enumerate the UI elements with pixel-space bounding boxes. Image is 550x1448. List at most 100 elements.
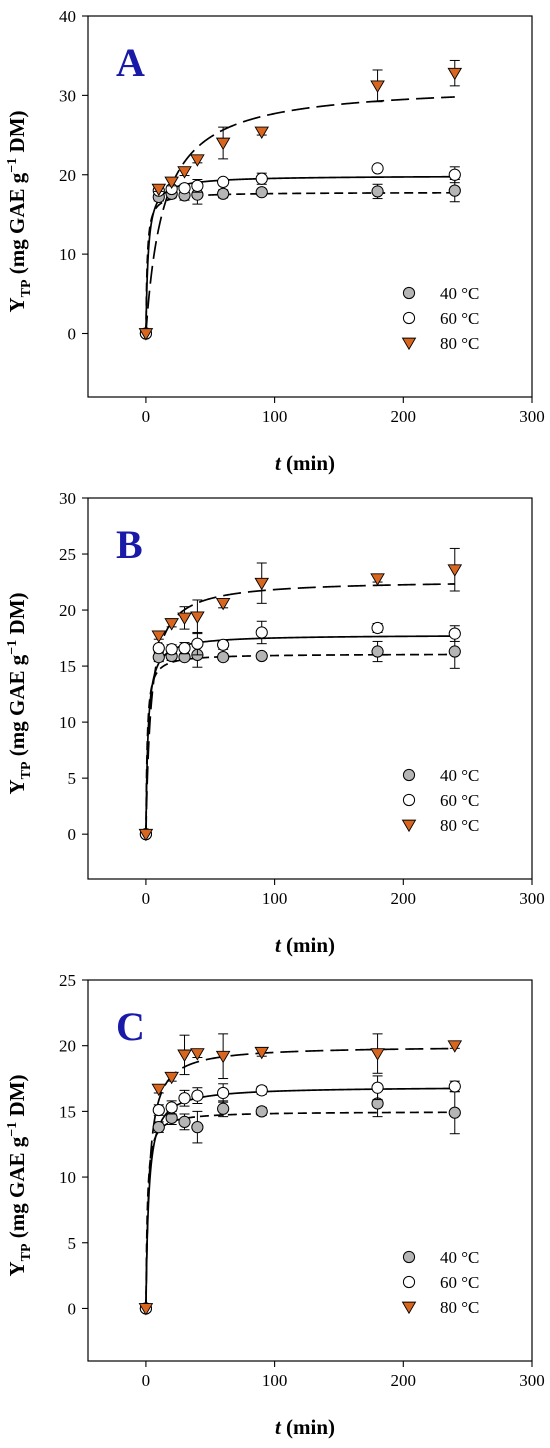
data-point (255, 186, 268, 199)
data-point (215, 598, 231, 611)
legend-label: 80 °C (440, 816, 479, 835)
y-tick-label: 20 (59, 1037, 76, 1056)
legend-marker (401, 337, 417, 351)
legend-marker (401, 1301, 417, 1315)
y-tick-label: 15 (59, 1102, 76, 1121)
data-point (152, 1103, 165, 1117)
fit-curve (145, 653, 455, 835)
data-point (190, 611, 205, 624)
chart-c-svg: 0 100 200 300 0 5 10 15 20 25 t (min) YTP (mg GAE g… (5, 971, 545, 1439)
x-tick-label: 100 (262, 407, 288, 426)
fit-curve (145, 1087, 455, 1309)
fit-curve-group (145, 583, 455, 835)
data-point (371, 1081, 384, 1094)
data-point (164, 618, 179, 631)
fit-curve-group (145, 653, 455, 835)
chart-panel-a: 0 100 200 300 0 10 20 30 40 t (min) YTP (mg GAE g−… (0, 0, 550, 482)
legend-marker (402, 1275, 416, 1289)
data-point (178, 642, 191, 655)
y-tick-label: 40 (59, 7, 76, 26)
legend-marker (401, 819, 417, 833)
plot-frame (87, 497, 533, 880)
data-point (138, 1303, 154, 1316)
data-point (177, 166, 192, 179)
data-point (215, 137, 231, 151)
legend-marker (402, 311, 416, 325)
legend-label: 80 °C (440, 1298, 479, 1317)
data-point (152, 1121, 165, 1134)
data-point (190, 154, 205, 167)
legend-marker (402, 286, 416, 300)
y-tick-label: 20 (59, 601, 76, 620)
fit-curve-group (145, 1047, 455, 1309)
y-tick-label: 10 (59, 713, 76, 732)
data-point (448, 168, 461, 181)
y-tick-label: 30 (59, 86, 76, 105)
y-tick-label: 20 (59, 166, 76, 185)
legend-label: 40 °C (440, 766, 479, 785)
data-point (448, 1106, 461, 1119)
y-tick-label: 15 (59, 657, 76, 676)
y-tick-label: 25 (59, 545, 76, 564)
data-point (191, 637, 204, 650)
legend-label: 60 °C (440, 791, 479, 810)
y-axis-title: YTP (mg GAE g−1 DM) (5, 110, 34, 312)
panel-label: A (116, 40, 145, 85)
data-point (448, 1080, 461, 1093)
data-point (165, 643, 178, 656)
data-point (370, 573, 385, 586)
chart-panel-b: 0 100 200 300 0 5 10 15 20 25 30 t (min) YTP (mg GAE… (0, 482, 550, 964)
data-point (254, 126, 270, 139)
data-point (448, 627, 461, 640)
data-point (254, 577, 270, 591)
data-point (215, 1050, 231, 1064)
x-tick-label: 0 (142, 407, 151, 426)
fit-curve-group (145, 175, 455, 334)
data-point (448, 184, 461, 197)
series-group (138, 59, 463, 341)
fit-curve-group (145, 96, 455, 334)
data-point (164, 1071, 179, 1085)
x-axis-title: t (min) (275, 451, 335, 475)
plot-frame (87, 15, 533, 398)
legend-label: 60 °C (440, 1273, 479, 1292)
legend-marker (402, 768, 416, 782)
data-point (255, 1084, 268, 1097)
x-tick-label: 300 (519, 407, 545, 426)
fit-curve-group (145, 1087, 455, 1309)
series-group (139, 634, 461, 841)
data-point (217, 638, 230, 651)
data-point (448, 645, 461, 658)
legend-label: 40 °C (440, 1248, 479, 1267)
data-point (447, 564, 463, 577)
y-axis-title: YTP (mg GAE g−1 DM) (5, 1074, 34, 1276)
data-point (447, 1040, 463, 1053)
fit-curve-group (145, 1111, 455, 1309)
legend-label: 80 °C (440, 334, 479, 353)
data-point (191, 1121, 204, 1134)
y-tick-label: 25 (59, 971, 76, 990)
y-tick-label: 10 (59, 1168, 76, 1187)
series-group (138, 1033, 463, 1316)
data-point (255, 172, 268, 185)
y-tick-label: 5 (68, 1234, 77, 1253)
chart-b-svg: 0 100 200 300 0 5 10 15 20 25 30 t (min) YTP (mg GAE… (5, 489, 545, 957)
data-point (178, 182, 191, 195)
data-point (151, 630, 167, 643)
x-axis-title: t (min) (275, 1415, 335, 1439)
plot-frame (87, 979, 533, 1362)
x-tick-label: 200 (391, 407, 417, 426)
data-point (138, 828, 154, 842)
y-tick-label: 10 (59, 245, 76, 264)
x-tick-label: 300 (519, 889, 545, 908)
data-point (190, 1048, 205, 1061)
data-point (255, 1105, 268, 1118)
data-point (152, 642, 165, 655)
fit-curve (145, 1111, 455, 1309)
x-axis-title: t (min) (275, 933, 335, 957)
data-point (371, 185, 384, 198)
data-point (217, 651, 230, 664)
legend-marker (402, 793, 416, 807)
data-point (151, 183, 167, 197)
panel-label: B (116, 522, 143, 567)
